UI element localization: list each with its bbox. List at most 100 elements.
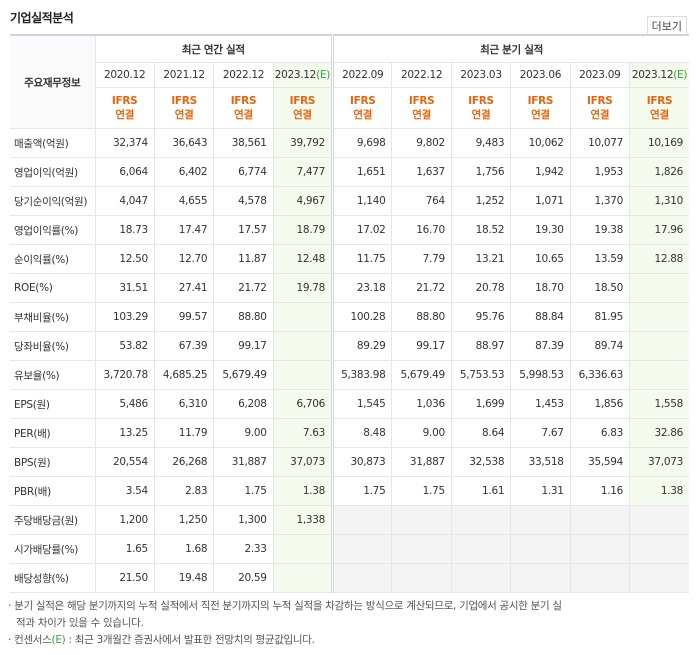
value-cell: 23.18 (331, 273, 392, 303)
value-cell: 1.38 (272, 476, 333, 506)
period: 2023.06 (519, 69, 562, 81)
value-cell: 21.50 (94, 563, 155, 593)
value-cell: 20.78 (450, 273, 511, 303)
value-cell (391, 563, 452, 593)
value-cell: 1,071 (510, 186, 571, 216)
more-link[interactable]: 더보기 (646, 16, 687, 36)
value-cell: 38,561 (213, 128, 274, 158)
value-cell: 27.41 (153, 273, 214, 303)
note: · 컨센서스(E) : 최근 3개월간 증권사에서 발표한 전망치의 평균값입니… (8, 634, 315, 646)
value-cell: 3,720.78 (94, 360, 155, 390)
value-cell: 12.88 (629, 244, 689, 274)
value-cell: 9,698 (331, 128, 392, 158)
value-cell (272, 302, 333, 332)
value-cell: 99.17 (391, 331, 452, 361)
row-label: PBR(배) (10, 476, 95, 506)
basis: 연결 (650, 109, 669, 121)
value-cell: 11.87 (213, 244, 274, 274)
value-cell: 19.38 (569, 215, 630, 245)
value-cell: 764 (391, 186, 452, 216)
row-label: EPS(원) (10, 389, 95, 419)
standard-header: IFRS 연결 (391, 87, 452, 129)
value-cell: 18.73 (94, 215, 155, 245)
value-cell: 99.57 (153, 302, 214, 332)
value-cell: 7.63 (272, 418, 333, 448)
value-cell: 1,756 (450, 157, 511, 187)
standard-header: IFRS 연결 (629, 87, 689, 129)
period: 2021.12 (163, 69, 205, 81)
section-title: 기업실적분석 (10, 11, 74, 25)
standard-header: IFRS 연결 (510, 87, 571, 129)
value-cell: 6.83 (569, 418, 630, 448)
row-label: 부채비율(%) (10, 302, 95, 332)
value-cell (272, 563, 333, 593)
note-mark: (E) (51, 634, 66, 646)
estimate-mark: (E) (673, 69, 688, 81)
value-cell: 1,651 (331, 157, 392, 187)
value-cell (629, 302, 689, 332)
note-term: 컨센서스 (14, 634, 52, 646)
row-label: 영업이익률(%) (10, 215, 95, 245)
value-cell: 9,802 (391, 128, 452, 158)
value-cell: 12.50 (94, 244, 155, 274)
value-cell: 1.68 (153, 534, 214, 564)
period-row: 2020.12 2021.12 2022.12 2023.12(E) 2022.09 20… (10, 62, 689, 88)
period-header: 2020.12 (94, 62, 155, 88)
note: · 분기 실적은 해당 분기까지의 누적 실적에서 직전 분기까지의 누적 실적… (8, 600, 562, 629)
value-cell: 21.72 (213, 273, 274, 303)
value-cell: 19.48 (153, 563, 214, 593)
period-header: 2021.12 (153, 62, 214, 88)
value-cell: 1,558 (629, 389, 689, 419)
row-label: BPS(원) (10, 447, 95, 477)
value-cell (272, 534, 333, 564)
value-cell (569, 534, 630, 564)
value-cell: 17.96 (629, 215, 689, 245)
value-cell: 1,826 (629, 157, 689, 187)
value-cell: 6,336.63 (569, 360, 630, 390)
value-cell: 6,064 (94, 157, 155, 187)
value-cell (272, 331, 333, 361)
value-cell: 2.83 (153, 476, 214, 506)
value-cell: 7.79 (391, 244, 452, 274)
basis: 연결 (353, 109, 373, 121)
value-cell: 1,856 (569, 389, 630, 419)
standard-header: IFRS 연결 (213, 87, 274, 129)
period: 2023.12 (274, 69, 317, 81)
value-cell: 6,706 (272, 389, 333, 419)
value-cell: 8.48 (331, 418, 392, 448)
value-cell: 17.57 (213, 215, 274, 245)
value-cell: 1,300 (213, 505, 274, 535)
value-cell: 1,370 (569, 186, 630, 216)
value-cell: 35,594 (569, 447, 630, 477)
value-cell: 21.72 (391, 273, 452, 303)
value-cell: 1,338 (272, 505, 333, 535)
corner-header: 주요재무정보 (10, 34, 95, 129)
standard: IFRS (171, 95, 197, 107)
value-cell (331, 505, 392, 535)
basis: 연결 (234, 109, 253, 121)
value-cell: 4,047 (94, 186, 155, 216)
value-cell: 18.70 (510, 273, 571, 303)
value-cell: 5,679.49 (391, 360, 452, 390)
value-cell: 39,792 (272, 128, 333, 158)
period-header: 2023.06 (510, 62, 571, 88)
data-row: BPS(원) 20,554 26,268 31,887 37,073 30,873 31,8… (10, 447, 689, 477)
data-row: PER(배) 13.25 11.79 9.00 7.63 8.48 9.00 8.64 7.67… (10, 418, 689, 448)
standard-header: IFRS 연결 (153, 87, 214, 129)
value-cell: 5,486 (94, 389, 155, 419)
value-cell: 10,062 (510, 128, 571, 158)
standard: IFRS (230, 95, 257, 107)
value-cell (629, 505, 689, 535)
value-cell: 4,655 (153, 186, 214, 216)
value-cell: 81.95 (569, 302, 630, 332)
group-label: 최근 분기 실적 (480, 43, 543, 56)
row-label: 영업이익(억원) (10, 157, 95, 187)
value-cell (450, 534, 511, 564)
value-cell: 1.61 (450, 476, 511, 506)
value-cell: 1,200 (94, 505, 155, 535)
value-cell: 87.39 (510, 331, 571, 361)
value-cell: 1,250 (153, 505, 214, 535)
value-cell: 53.82 (94, 331, 155, 361)
value-cell: 10,077 (569, 128, 630, 158)
